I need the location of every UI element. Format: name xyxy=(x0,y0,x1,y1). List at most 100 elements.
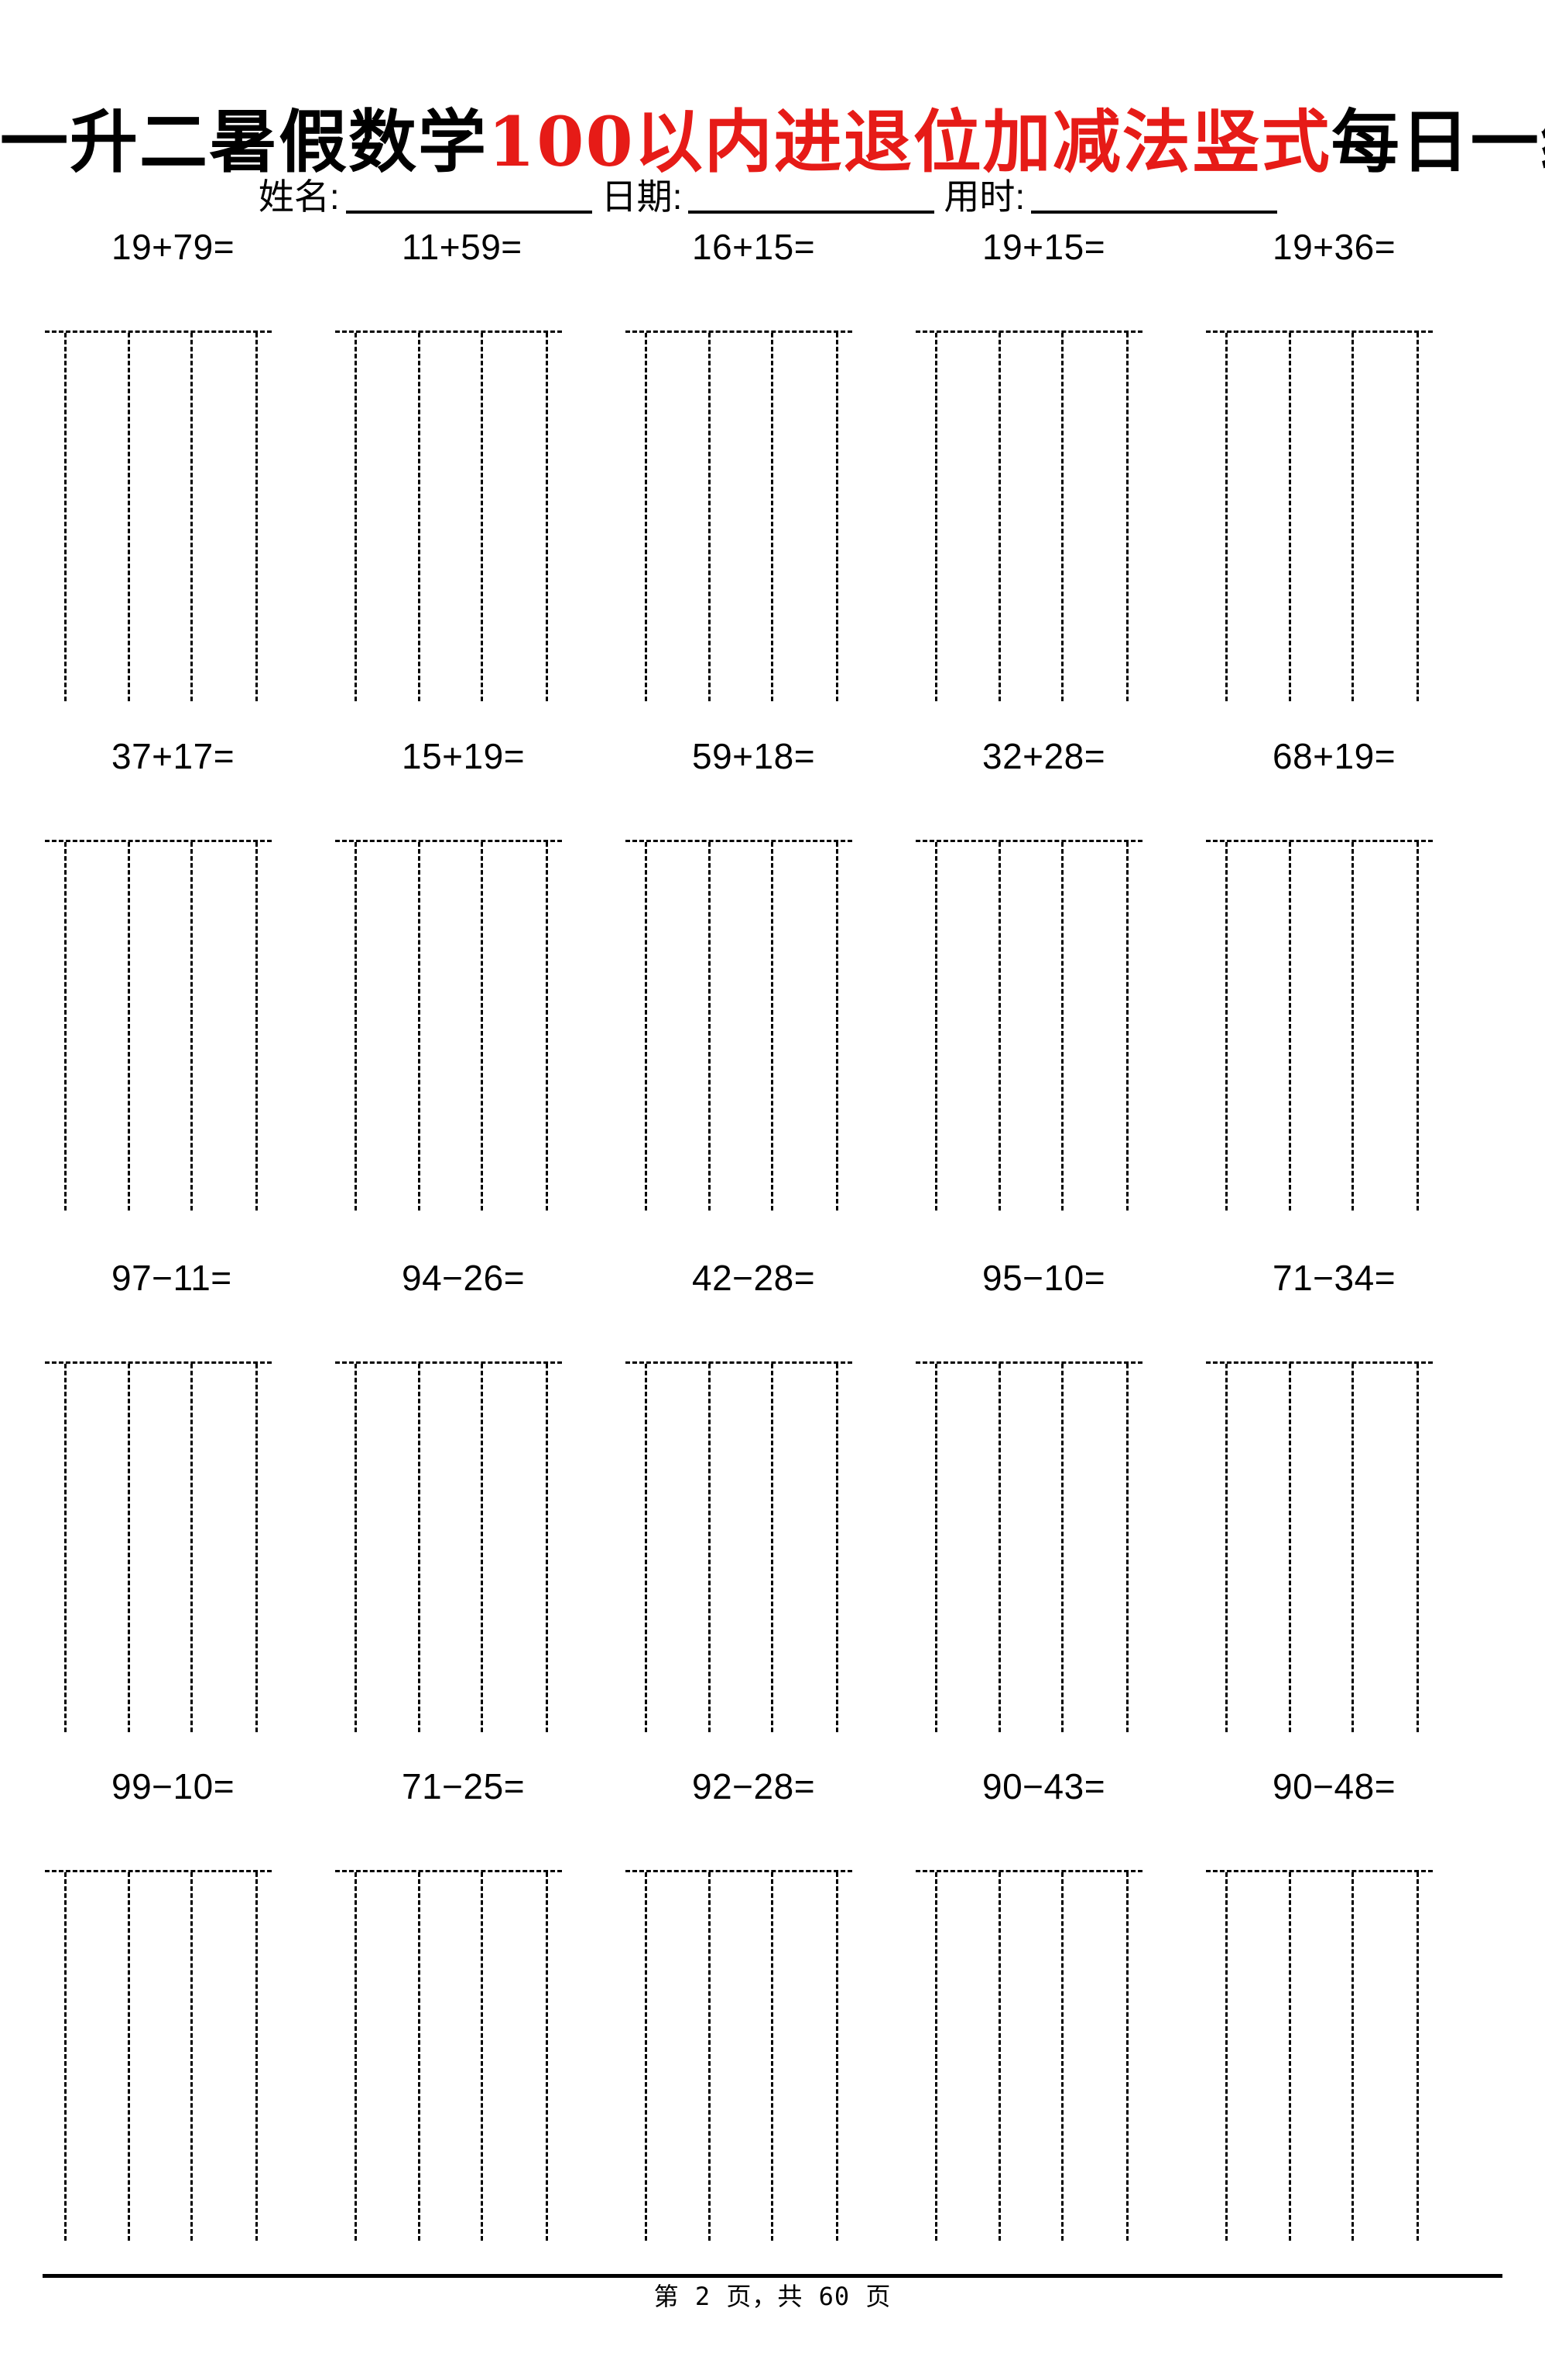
workbox-divider xyxy=(1351,333,1354,701)
workbox-line xyxy=(45,1361,1500,1732)
workbox xyxy=(335,840,562,1211)
workbox-divider xyxy=(546,333,548,701)
workbox-divider xyxy=(935,1872,937,2241)
workbox-divider xyxy=(836,842,838,1211)
title-text-primary: 一升二暑假数学 xyxy=(0,101,488,182)
title-text-suffix: 每日一练 xyxy=(1331,101,1545,182)
workbox-divider xyxy=(64,842,67,1211)
workbox-divider xyxy=(935,333,937,701)
workbox-divider xyxy=(255,1872,258,2241)
workbox-divider xyxy=(190,333,193,701)
workbox-divider xyxy=(1289,333,1291,701)
problem-row: 97−11= 94−26= 42−28= 95−10= 71−34= xyxy=(45,1258,1500,1732)
time-label: 用时: xyxy=(944,176,1026,217)
workbox-divider xyxy=(1061,1364,1064,1732)
workbox xyxy=(1206,840,1433,1211)
workbox-divider xyxy=(1225,1364,1228,1732)
problem-label: 97−11= xyxy=(111,1258,232,1298)
workbox xyxy=(916,1870,1142,2241)
problem-label: 59+18= xyxy=(692,736,816,776)
workbox-divider xyxy=(1061,842,1064,1211)
workbox-divider xyxy=(255,1364,258,1732)
workbox-divider xyxy=(1126,1364,1129,1732)
problem-label-line: 97−11= 94−26= 42−28= 95−10= 71−34= xyxy=(45,1258,1500,1297)
workbox-divider xyxy=(481,842,483,1211)
workbox-divider xyxy=(1351,1872,1354,2241)
workbox-divider xyxy=(1417,1872,1419,2241)
problem-label-line: 99−10= 71−25= 92−28= 90−43= 90−48= xyxy=(45,1767,1500,1806)
workbox-divider xyxy=(935,1364,937,1732)
workbox xyxy=(1206,1361,1433,1732)
workbox-divider xyxy=(1289,842,1291,1211)
workbox-divider xyxy=(128,842,130,1211)
workbox xyxy=(45,1870,272,2241)
problem-row: 37+17= 15+19= 59+18= 32+28= 68+19= xyxy=(45,737,1500,1211)
problem-label-line: 19+79= 11+59= 16+15= 19+15= 19+36= xyxy=(45,228,1500,266)
workbox xyxy=(1206,1870,1433,2241)
page-number: 第 2 页，共 60 页 xyxy=(653,2282,892,2311)
problem-label: 32+28= xyxy=(982,736,1106,776)
workbox xyxy=(45,330,272,701)
workbox-divider xyxy=(771,1872,773,2241)
workbox-divider xyxy=(128,1364,130,1732)
workbox-divider xyxy=(771,1364,773,1732)
problem-label-line: 37+17= 15+19= 59+18= 32+28= 68+19= xyxy=(45,737,1500,776)
workbox-divider xyxy=(999,1872,1001,2241)
workbox-divider xyxy=(708,842,711,1211)
workbox-divider xyxy=(1351,842,1354,1211)
workbox-divider xyxy=(1061,1872,1064,2241)
workbox-divider xyxy=(255,842,258,1211)
workbox-divider xyxy=(128,1872,130,2241)
workbox-divider xyxy=(836,333,838,701)
workbox-divider xyxy=(190,842,193,1211)
problem-label: 19+36= xyxy=(1273,227,1396,267)
workbox-divider xyxy=(64,1872,67,2241)
workbox-divider xyxy=(355,1872,357,2241)
page-title: 一升二暑假数学100以内进退位加减法竖式每日一练 xyxy=(0,108,1545,176)
workbox-divider xyxy=(708,333,711,701)
workbox xyxy=(916,1361,1142,1732)
problem-label: 37+17= xyxy=(111,736,235,776)
workbox-divider xyxy=(481,1872,483,2241)
workbox-divider xyxy=(1126,1872,1129,2241)
workbox-divider xyxy=(645,1872,647,2241)
workbox-divider xyxy=(645,333,647,701)
workbox xyxy=(45,1361,272,1732)
workbox xyxy=(916,330,1142,701)
date-label: 日期: xyxy=(601,176,683,217)
problem-label: 99−10= xyxy=(111,1766,235,1806)
workbox-divider xyxy=(999,333,1001,701)
problem-label: 71−34= xyxy=(1273,1258,1396,1298)
workbox-divider xyxy=(1417,842,1419,1211)
problem-row: 99−10= 71−25= 92−28= 90−43= 90−48= xyxy=(45,1767,1500,2241)
workbox xyxy=(335,1361,562,1732)
workbox-divider xyxy=(1289,1364,1291,1732)
workbox-divider xyxy=(418,842,420,1211)
workbox-divider xyxy=(708,1872,711,2241)
workbox-divider xyxy=(935,842,937,1211)
workbox xyxy=(916,840,1142,1211)
title-text-accent: 100以内进退位加减法竖式 xyxy=(488,101,1331,182)
problem-row: 19+79= 11+59= 16+15= 19+15= 19+36= xyxy=(45,228,1500,701)
workbox-divider xyxy=(771,333,773,701)
problem-label: 95−10= xyxy=(982,1258,1106,1298)
date-blank xyxy=(688,211,935,214)
workbox xyxy=(625,330,852,701)
workbox-divider xyxy=(1225,1872,1228,2241)
time-blank xyxy=(1031,211,1278,214)
workbox-divider xyxy=(645,842,647,1211)
problem-label: 71−25= xyxy=(402,1766,526,1806)
workbox-divider xyxy=(355,842,357,1211)
workbox-divider xyxy=(481,333,483,701)
workbox-divider xyxy=(1289,1872,1291,2241)
problem-label: 94−26= xyxy=(402,1258,526,1298)
workbox xyxy=(335,330,562,701)
workbox-divider xyxy=(546,842,548,1211)
problem-label: 90−43= xyxy=(982,1766,1106,1806)
workbox-divider xyxy=(1225,333,1228,701)
workbox-divider xyxy=(64,1364,67,1732)
workbox-divider xyxy=(836,1872,838,2241)
workbox-divider xyxy=(546,1364,548,1732)
workbox-divider xyxy=(999,1364,1001,1732)
